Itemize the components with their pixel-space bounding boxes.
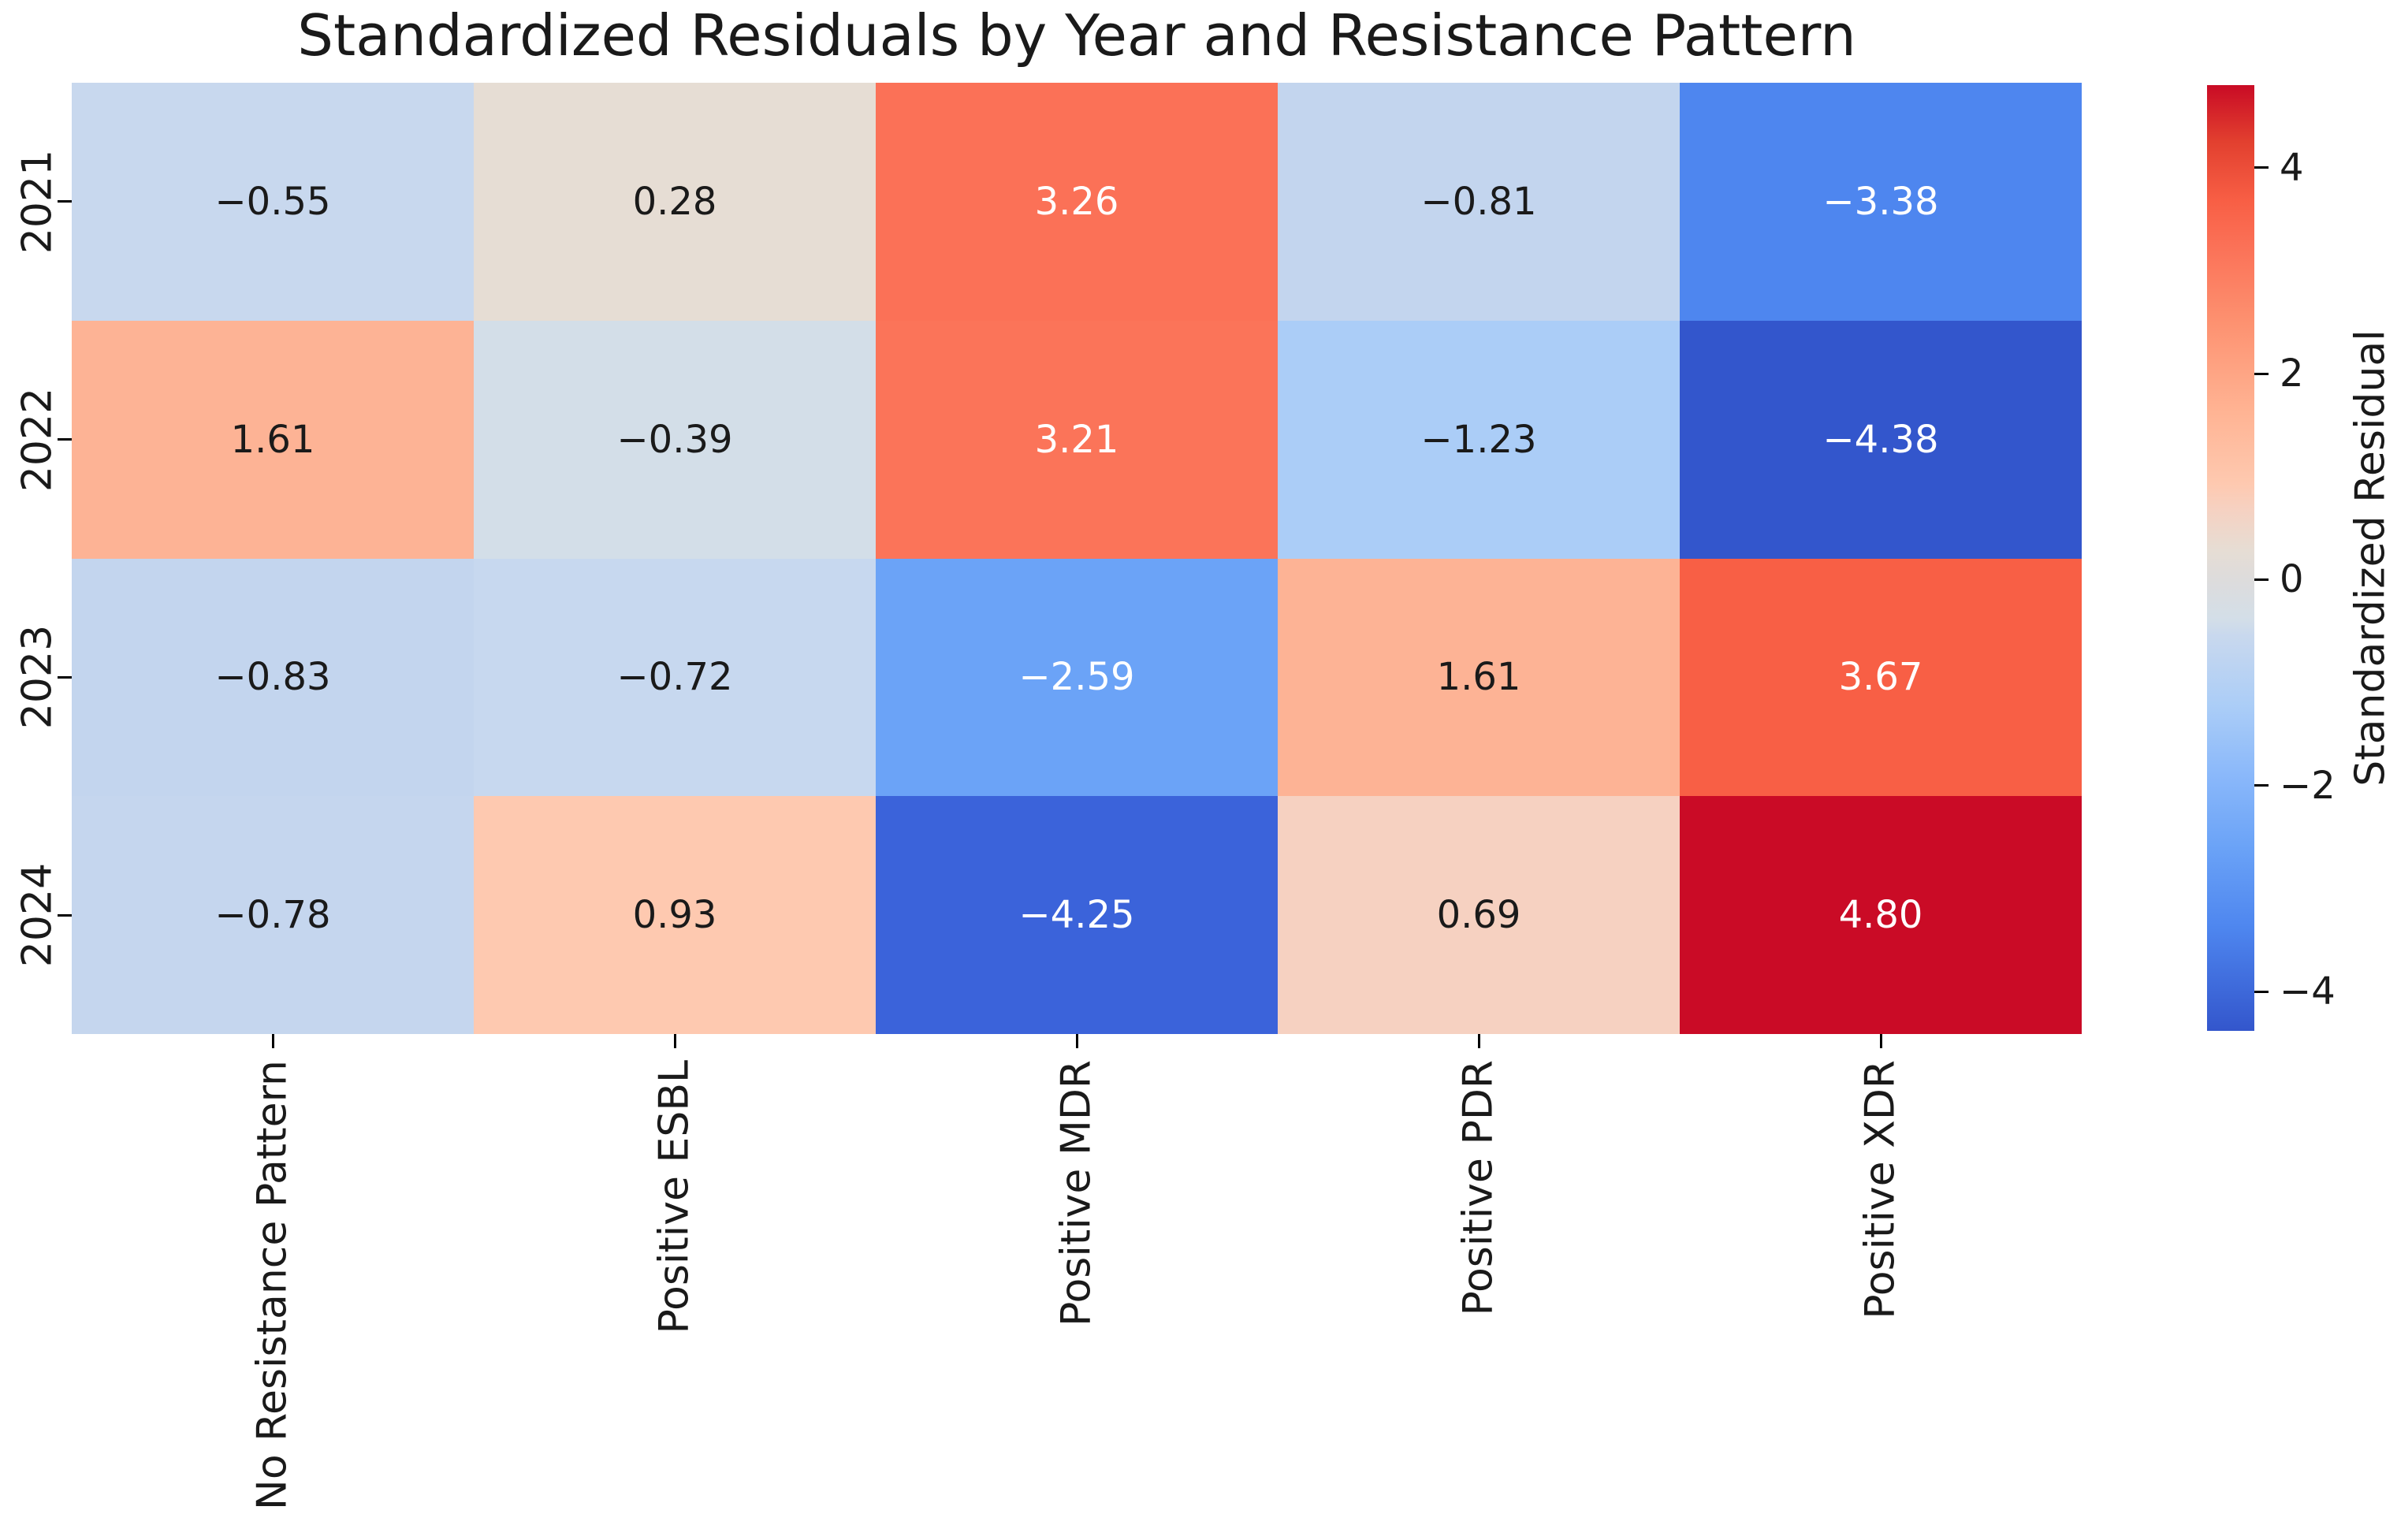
heatmap-cell: 1.61 <box>1278 558 1680 797</box>
colorbar-tick <box>2254 784 2269 787</box>
chart-title: Standardized Residuals by Year and Resis… <box>297 2 1856 69</box>
colorbar-tick <box>2254 990 2269 993</box>
y-tick-label: 2023 <box>13 625 61 730</box>
heatmap-cell: 3.67 <box>1680 558 2082 797</box>
x-tick <box>1075 1034 1078 1048</box>
cell-value: 1.61 <box>1436 655 1521 700</box>
x-tick-label: Positive ESBL <box>650 1060 698 1334</box>
cell-value: −0.83 <box>214 655 331 700</box>
cell-value: 1.61 <box>230 417 315 462</box>
heatmap-cell: 0.93 <box>474 796 876 1034</box>
heatmap-cell: −0.72 <box>474 558 876 797</box>
y-tick-label: 2022 <box>13 387 61 492</box>
cell-value: −4.25 <box>1018 893 1135 938</box>
colorbar-tick-label: −2 <box>2280 763 2336 808</box>
cell-value: −0.72 <box>616 655 733 700</box>
colorbar-gradient <box>2207 85 2254 1031</box>
y-tick-label: 2024 <box>13 862 61 968</box>
heatmap-cell: 3.21 <box>876 320 1278 559</box>
x-tick-label: Positive PDR <box>1454 1060 1502 1316</box>
x-tick <box>1879 1034 1882 1048</box>
y-tick <box>58 675 72 679</box>
colorbar-tick-label: 0 <box>2280 557 2304 602</box>
y-tick-label: 2021 <box>13 149 61 255</box>
cell-value: −1.23 <box>1420 417 1537 462</box>
cell-value: −4.38 <box>1822 417 1939 462</box>
cell-value: −0.55 <box>214 179 331 224</box>
x-tick-label: Positive MDR <box>1052 1060 1100 1327</box>
x-tick-label: No Resistance Pattern <box>248 1060 296 1511</box>
heatmap-cell: −0.55 <box>72 83 474 321</box>
heatmap-cell: −3.38 <box>1680 83 2082 321</box>
y-tick <box>58 438 72 441</box>
cell-value: 0.28 <box>632 179 717 224</box>
colorbar-tick <box>2254 372 2269 375</box>
cell-value: −2.59 <box>1018 655 1135 700</box>
heatmap-cell: −0.83 <box>72 558 474 797</box>
cell-value: −0.81 <box>1420 179 1537 224</box>
colorbar-tick <box>2254 166 2269 169</box>
y-tick <box>58 913 72 917</box>
heatmap-cell: −4.25 <box>876 796 1278 1034</box>
heatmap-cell: −1.23 <box>1278 320 1680 559</box>
heatmap-cell: 4.80 <box>1680 796 2082 1034</box>
x-tick <box>673 1034 676 1048</box>
y-tick <box>58 200 72 203</box>
colorbar-tick-label: 2 <box>2280 352 2304 396</box>
heatmap-cell: −0.81 <box>1278 83 1680 321</box>
heatmap-cell: −2.59 <box>876 558 1278 797</box>
cell-value: 3.67 <box>1838 655 1923 700</box>
x-tick-label: Positive XDR <box>1856 1060 1904 1319</box>
x-tick <box>271 1034 274 1048</box>
cell-value: 0.93 <box>632 893 717 938</box>
cell-value: −3.38 <box>1822 179 1939 224</box>
heatmap-cell: 0.69 <box>1278 796 1680 1034</box>
heatmap-plot: −0.55 0.28 3.26 −0.81 −3.38 1.61 −0.39 3.21 −1.2… <box>72 83 2082 1034</box>
colorbar-axis-label: Standardized Residual <box>2347 329 2395 787</box>
x-tick <box>1477 1034 1480 1048</box>
cell-value: 3.21 <box>1034 417 1119 462</box>
cell-value: 0.69 <box>1436 893 1521 938</box>
heatmap-cell: −4.38 <box>1680 320 2082 559</box>
colorbar-tick-label: 4 <box>2280 145 2304 190</box>
heatmap-cell: 0.28 <box>474 83 876 321</box>
heatmap-cell: −0.39 <box>474 320 876 559</box>
cell-value: 4.80 <box>1838 893 1923 938</box>
heatmap-cell: 3.26 <box>876 83 1278 321</box>
heatmap-cell: −0.78 <box>72 796 474 1034</box>
heatmap-cell: 1.61 <box>72 320 474 559</box>
cell-value: −0.78 <box>214 893 331 938</box>
cell-value: 3.26 <box>1034 179 1119 224</box>
colorbar-tick <box>2254 578 2269 581</box>
colorbar-tick-label: −4 <box>2280 969 2336 1014</box>
cell-value: −0.39 <box>616 417 733 462</box>
